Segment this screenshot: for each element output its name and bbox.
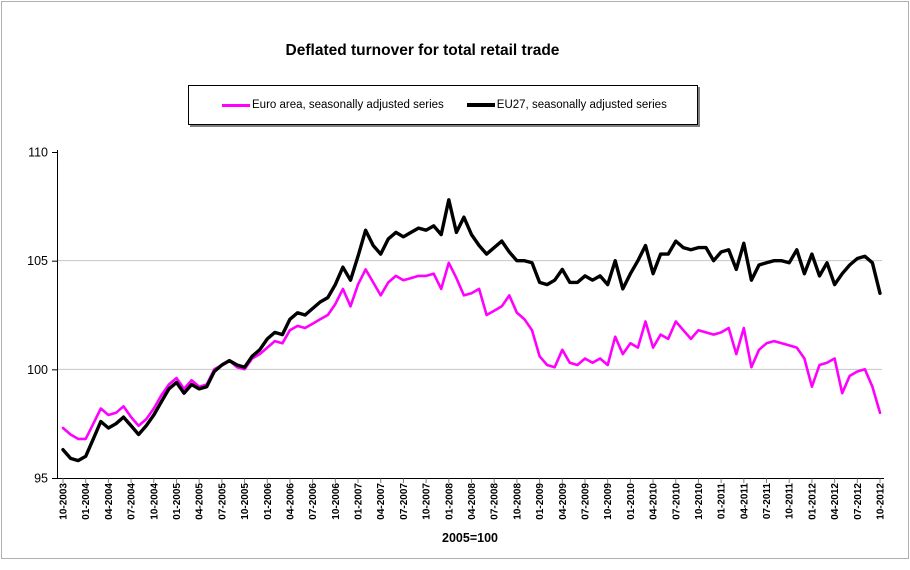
x-tick-label: 10-2009 — [603, 483, 614, 520]
euro-area-series-line — [61, 261, 882, 441]
y-tick-label: 95 — [34, 472, 48, 486]
x-tick-label: 10-2006 — [331, 483, 342, 520]
legend-label-eu27: EU27, seasonally adjusted series — [496, 99, 667, 111]
legend: Euro area, seasonally adjusted series EU… — [188, 85, 698, 125]
x-tick-label: 01-2008 — [444, 483, 455, 520]
x-tick-label: 10-2011 — [785, 483, 796, 520]
legend-item-eu27: EU27, seasonally adjusted series — [466, 99, 667, 111]
x-tick-label: 01-2012 — [807, 483, 818, 520]
x-tick-label: 01-2007 — [354, 483, 365, 520]
x-tick-label: 01-2010 — [626, 483, 637, 520]
x-tick-label: 10-2010 — [694, 483, 705, 520]
x-tick-label: 04-2007 — [376, 483, 387, 520]
x-tick-label: 04-2011 — [739, 483, 750, 520]
euro-area-line-sample-icon — [222, 103, 250, 107]
x-tick-label: 10-2012 — [876, 483, 887, 520]
x-tick-label: 04-2008 — [467, 483, 478, 520]
x-tick-label: 07-2007 — [399, 483, 410, 520]
x-tick-label: 07-2010 — [671, 483, 682, 520]
y-tick-label: 100 — [27, 363, 48, 377]
x-tick-label: 07-2009 — [580, 483, 591, 520]
eu27-series-line — [61, 198, 882, 463]
x-tick-label: 01-2004 — [81, 483, 92, 520]
x-tick-label: 01-2011 — [717, 483, 728, 520]
x-tick-label: 04-2010 — [649, 483, 660, 520]
x-tick-label: 07-2005 — [217, 483, 228, 520]
x-tick-label: 04-2009 — [558, 483, 569, 520]
x-tick-label: 04-2006 — [285, 483, 296, 520]
x-tick-label: 10-2007 — [422, 483, 433, 520]
x-tick-label: 07-2011 — [762, 483, 773, 520]
x-tick-label: 01-2005 — [172, 483, 183, 520]
x-tick-label: 01-2009 — [535, 483, 546, 520]
x-tick-label: 10-2003 — [59, 483, 70, 520]
eu27-line-sample-icon — [466, 103, 495, 107]
x-tick-label: 04-2005 — [195, 483, 206, 520]
x-tick-label: 10-2004 — [149, 483, 160, 520]
x-axis-note: 2005=100 — [442, 531, 498, 545]
legend-item-euro-area: Euro area, seasonally adjusted series — [222, 99, 444, 111]
x-tick-label: 07-2006 — [308, 483, 319, 520]
x-tick-label: 04-2012 — [830, 483, 841, 520]
x-tick-label: 07-2012 — [853, 483, 864, 520]
x-tick-label: 10-2005 — [240, 483, 251, 520]
y-tick-label: 105 — [27, 254, 48, 268]
x-tick-label: 07-2004 — [127, 483, 138, 520]
x-tick-label: 04-2004 — [104, 483, 115, 520]
x-tick-label: 10-2008 — [512, 483, 523, 520]
x-tick-label: 07-2008 — [490, 483, 501, 520]
x-tick-label: 01-2006 — [263, 483, 274, 520]
chart-title: Deflated turnover for total retail trade — [285, 42, 560, 59]
legend-label-euro-area: Euro area, seasonally adjusted series — [252, 99, 444, 111]
y-tick-label: 110 — [28, 146, 48, 160]
